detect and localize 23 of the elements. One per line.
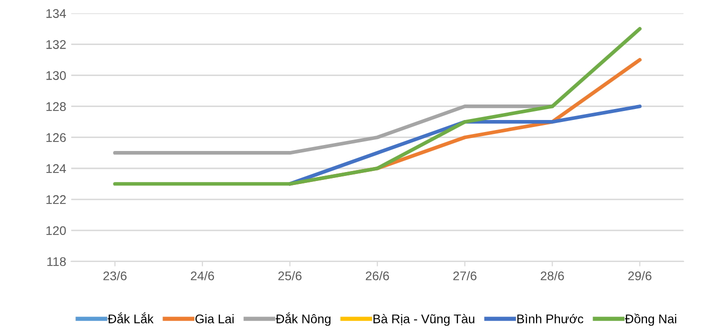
legend-label: Bà Rịa - Vũng Tàu bbox=[374, 314, 474, 326]
y-tick-label: 128 bbox=[46, 102, 66, 112]
y-tick-label: 132 bbox=[46, 40, 66, 49]
y-tick-label: 118 bbox=[47, 257, 66, 266]
x-tick-label: 26/6 bbox=[366, 271, 389, 280]
y-tick-label: 126 bbox=[46, 133, 66, 142]
y-tick-label: 122 bbox=[46, 195, 66, 204]
legend-label: Đắk Lắk bbox=[108, 312, 154, 324]
x-tick-label: 28/6 bbox=[540, 271, 564, 280]
legend-label: Gia Lai bbox=[195, 314, 234, 324]
legend-label: Đồng Nai bbox=[624, 314, 676, 326]
x-tick-label: 24/6 bbox=[190, 271, 214, 280]
y-tick-label: 124 bbox=[46, 164, 66, 173]
y-tick-label: 130 bbox=[46, 71, 66, 80]
y-tick-label: 134 bbox=[46, 9, 66, 18]
x-tick-label: 23/6 bbox=[103, 271, 127, 280]
legend-label: Bình Phước bbox=[517, 314, 584, 324]
legend-label: Đắk Nông bbox=[276, 312, 330, 326]
x-tick-label: 25/6 bbox=[278, 271, 302, 280]
x-tick-label: 27/6 bbox=[453, 271, 476, 280]
line-series bbox=[113, 27, 642, 186]
y-tick-label: 120 bbox=[46, 226, 66, 236]
x-tick-label: 29/6 bbox=[628, 271, 652, 280]
